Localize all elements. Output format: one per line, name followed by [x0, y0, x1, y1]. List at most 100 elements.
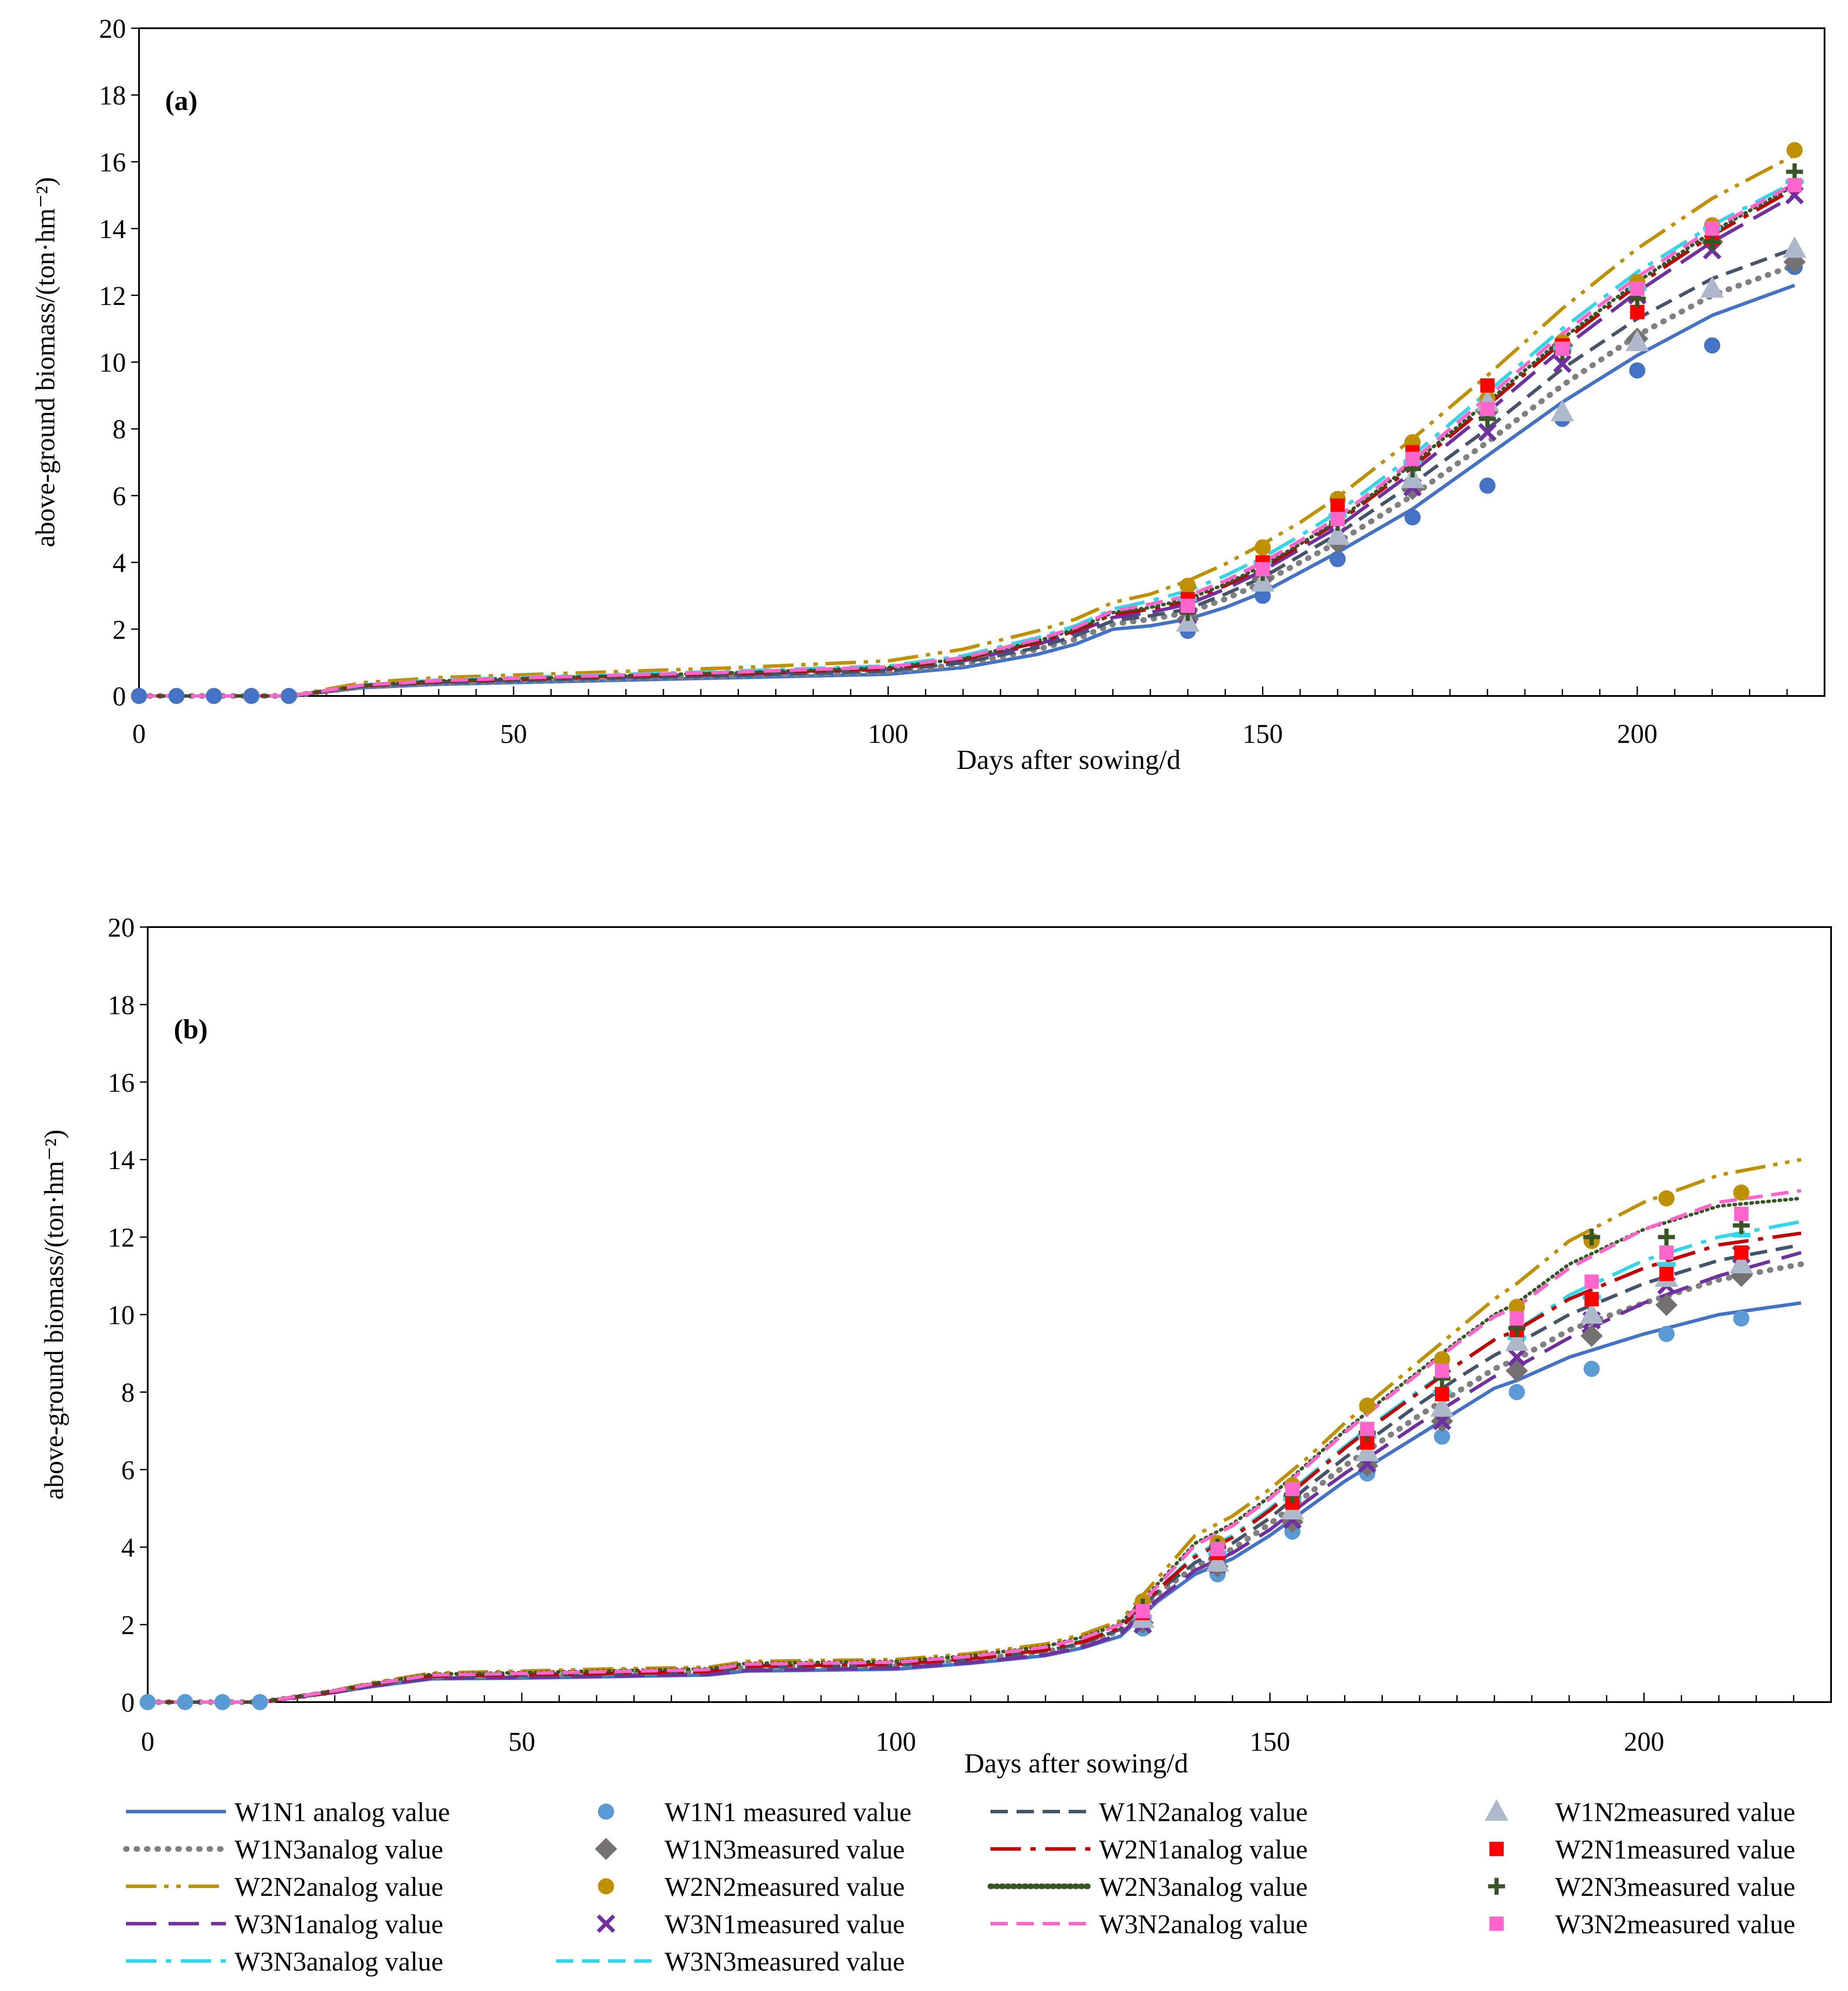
x-tick-label: 200 [1624, 1727, 1664, 1757]
x-tick-label: 150 [1242, 719, 1283, 749]
legend-label: W2N2analog value [235, 1872, 443, 1902]
data-point-w2n1measured-value [1734, 1246, 1749, 1260]
y-tick-label: 14 [99, 215, 126, 244]
y-tick-label: 4 [113, 549, 126, 578]
data-point-w3n2measured-value [1555, 341, 1570, 356]
legend-label: W2N2measured value [665, 1872, 905, 1902]
data-point-w2n2measured-value [1359, 1398, 1375, 1414]
data-point-w3n2measured-value [1510, 1311, 1524, 1325]
panel-label: (a) [165, 85, 198, 116]
data-point-w1n1-measured-value [1659, 1326, 1675, 1342]
data-point-w2n1measured-value [1480, 378, 1495, 393]
data-point-w3n2measured-value [1210, 1542, 1225, 1556]
legend-label: W3N1measured value [665, 1910, 905, 1939]
x-tick-label: 150 [1250, 1727, 1290, 1757]
x-tick-label: 0 [132, 719, 146, 749]
legend-label: W2N3measured value [1555, 1872, 1795, 1902]
y-tick-label: 2 [121, 1611, 135, 1640]
data-point-w3n2measured-value [1630, 282, 1644, 296]
legend-marker [598, 1878, 614, 1894]
legend-label: W1N3analog value [235, 1835, 443, 1865]
data-point-w1n1-measured-value [1704, 337, 1720, 353]
y-tick-label: 0 [113, 682, 126, 712]
x-tick-label: 200 [1617, 719, 1657, 749]
data-point-w3n2measured-value [1788, 178, 1802, 192]
data-point-w3n2measured-value [1659, 1246, 1674, 1260]
data-point-w1n1-measured-value [1583, 1361, 1600, 1377]
data-point-w3n2measured-value [1480, 402, 1495, 416]
x-tick-label: 0 [141, 1727, 155, 1757]
x-tick-label: 100 [876, 1727, 916, 1757]
legend-label: W2N3analog value [1099, 1872, 1308, 1902]
data-point-w3n2measured-value [1136, 1604, 1150, 1618]
y-tick-label: 16 [99, 148, 126, 177]
legend-label: W3N3measured value [665, 1947, 905, 1977]
x-axis-title: Days after sowing/d [964, 1748, 1188, 1779]
legend-label: W1N1 measured value [665, 1798, 911, 1827]
figure: 024681012141618200 50 100 150 200Days after … [0, 0, 1848, 1991]
legend-label: W1N2analog value [1099, 1798, 1308, 1827]
legend-label: W3N3analog value [235, 1947, 443, 1977]
y-tick-label: 18 [108, 991, 135, 1020]
x-tick-label: 50 [508, 1727, 535, 1757]
data-point-w1n1-measured-value [1629, 362, 1645, 378]
data-point-w2n1measured-value [1331, 498, 1345, 513]
data-point-w3n2measured-value [1360, 1422, 1374, 1436]
data-point-w1n1-measured-value [206, 688, 222, 704]
x-tick-label: 50 [500, 719, 527, 749]
data-point-w1n1-measured-value [1733, 1310, 1749, 1326]
y-axis-title: above-ground biomass/(ton·hm⁻²) [40, 1130, 69, 1500]
data-point-w1n1-measured-value [1404, 509, 1421, 525]
data-point-w1n1-measured-value [139, 1694, 156, 1710]
legend-label: W3N1analog value [235, 1910, 443, 1939]
y-tick-label: 20 [99, 14, 126, 44]
data-point-w3n2measured-value [1255, 562, 1270, 576]
data-point-w3n2measured-value [1181, 599, 1195, 613]
legend-label: W2N1analog value [1099, 1835, 1308, 1865]
legend-marker [598, 1803, 614, 1819]
data-point-w1n1-measured-value [252, 1694, 268, 1710]
y-tick-label: 8 [121, 1378, 135, 1408]
data-point-w3n2measured-value [1435, 1364, 1449, 1378]
legend-marker [1490, 1842, 1504, 1856]
data-point-w1n1-measured-value [169, 688, 185, 704]
data-point-w3n2measured-value [1734, 1207, 1749, 1221]
data-point-w2n2measured-value [1733, 1184, 1749, 1200]
y-tick-label: 14 [108, 1146, 135, 1175]
data-point-w1n1-measured-value [215, 1694, 231, 1710]
data-point-w2n2measured-value [1786, 142, 1802, 158]
data-point-w3n2measured-value [1331, 512, 1345, 526]
y-tick-label: 10 [99, 348, 126, 378]
data-point-w3n2measured-value [1405, 452, 1420, 466]
data-point-w1n1-measured-value [177, 1694, 193, 1710]
y-tick-label: 18 [99, 81, 126, 111]
data-point-w3n2measured-value [1705, 222, 1719, 236]
legend-label: W3N2measured value [1555, 1910, 1795, 1939]
data-point-w3n2measured-value [1584, 1275, 1599, 1289]
data-point-w2n1measured-value [1584, 1292, 1599, 1306]
y-tick-label: 2 [113, 615, 126, 645]
data-point-w2n2measured-value [1255, 539, 1271, 555]
data-point-w2n2measured-value [1180, 578, 1196, 594]
data-point-w2n1measured-value [1435, 1387, 1449, 1401]
y-tick-label: 4 [121, 1533, 135, 1563]
data-point-w1n1-measured-value [1509, 1384, 1525, 1400]
panel-label: (b) [174, 1014, 208, 1044]
x-tick-label: 100 [868, 719, 908, 749]
data-point-w1n1-measured-value [281, 688, 297, 704]
data-point-w1n1-measured-value [243, 688, 259, 704]
data-point-w1n1-measured-value [131, 688, 147, 704]
y-tick-label: 12 [108, 1223, 135, 1253]
y-tick-label: 8 [113, 415, 126, 444]
legend-label: W1N2measured value [1555, 1798, 1795, 1827]
y-tick-label: 0 [121, 1688, 135, 1718]
y-axis-title: above-ground biomass/(ton·hm⁻²) [31, 177, 60, 547]
y-tick-label: 16 [108, 1068, 135, 1098]
y-tick-label: 6 [121, 1456, 135, 1485]
y-tick-label: 20 [108, 913, 135, 943]
data-point-w2n1measured-value [1659, 1267, 1674, 1281]
y-tick-label: 10 [108, 1301, 135, 1330]
legend-marker [1490, 1917, 1504, 1931]
y-tick-label: 12 [99, 282, 126, 311]
legend-label: W2N1measured value [1555, 1835, 1795, 1865]
